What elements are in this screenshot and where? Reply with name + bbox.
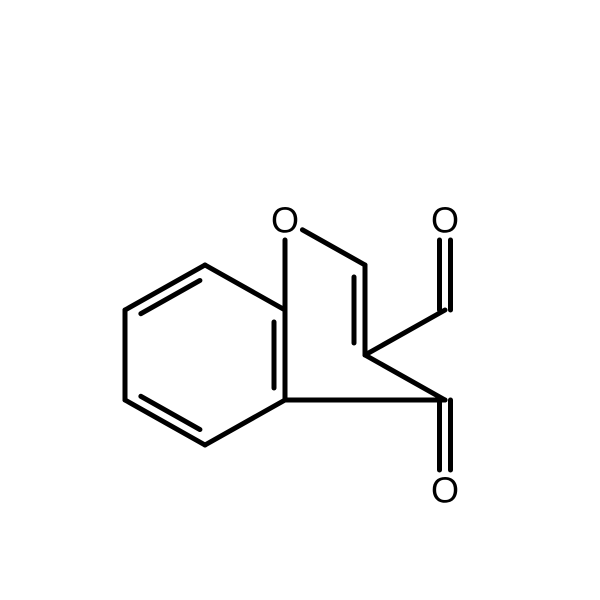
molecule-diagram: O O O [0, 0, 600, 600]
bonds-group [125, 230, 451, 470]
atom-label: O [431, 200, 459, 241]
atom-label: O [431, 470, 459, 511]
atom-label: O [271, 200, 299, 241]
